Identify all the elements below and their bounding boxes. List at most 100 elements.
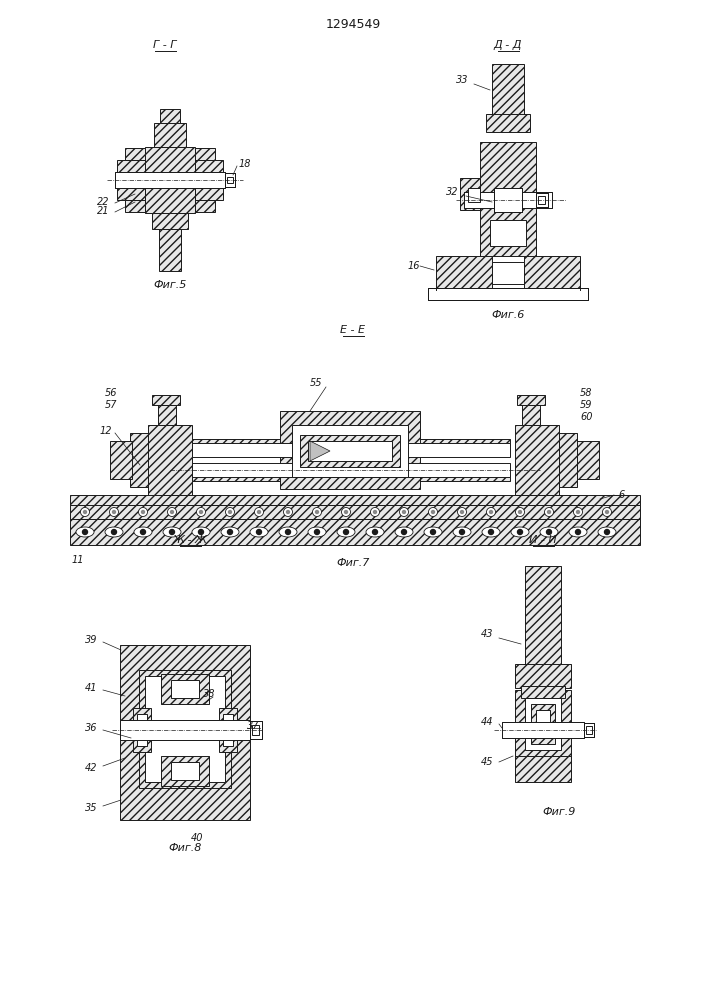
Bar [460,178,480,210]
Circle shape [141,530,146,534]
Bar [120,720,250,740]
Bar [195,160,223,200]
Circle shape [257,530,262,534]
Circle shape [315,510,318,514]
Text: 44: 44 [481,717,493,727]
Text: 11: 11 [72,555,85,565]
Circle shape [344,510,348,514]
Circle shape [515,508,525,516]
Bar [115,172,225,188]
Bar [584,723,594,737]
Circle shape [402,510,406,514]
Bar [171,762,199,780]
Text: 38: 38 [203,689,216,699]
Bar [536,193,548,207]
Ellipse shape [424,527,442,537]
Bar [250,721,262,739]
Circle shape [486,508,496,516]
Bar [158,405,176,425]
Bar [171,680,199,698]
Text: 33: 33 [456,75,469,85]
Bar [525,566,561,666]
Text: 1294549: 1294549 [325,17,380,30]
Bar [464,192,552,208]
Circle shape [83,510,86,514]
Ellipse shape [511,527,529,537]
Circle shape [402,530,407,534]
Bar [492,64,524,118]
Circle shape [139,508,148,516]
Bar [468,188,480,202]
Bar [521,686,565,698]
Bar [161,674,209,704]
Text: 42: 42 [85,763,98,773]
Circle shape [428,508,438,516]
Text: 6: 6 [618,490,624,500]
Bar [524,256,580,290]
Circle shape [312,508,322,516]
Circle shape [170,510,173,514]
Text: Фиг.5: Фиг.5 [153,280,187,290]
Text: 41: 41 [85,683,98,693]
Circle shape [286,530,291,534]
Circle shape [518,530,522,534]
Bar [308,441,392,461]
Text: Фиг.6: Фиг.6 [491,310,525,320]
Bar [120,720,250,740]
Bar [502,722,584,738]
Circle shape [228,510,231,514]
Bar [515,425,559,495]
Bar [436,256,492,290]
Bar [192,439,510,445]
Text: Г - Г: Г - Г [153,40,177,50]
Text: 18: 18 [239,159,252,169]
Text: 43: 43 [481,629,493,639]
Circle shape [112,510,115,514]
Text: 57: 57 [105,400,117,410]
Bar [192,443,510,457]
Bar [486,114,530,132]
Bar [250,721,262,739]
Bar [252,725,259,735]
Bar [152,213,188,229]
Circle shape [341,508,351,516]
Ellipse shape [453,527,471,537]
Text: 55: 55 [310,378,322,388]
Circle shape [605,510,609,514]
Text: 37: 37 [247,721,259,731]
Bar [525,698,561,750]
Ellipse shape [308,527,326,537]
Bar [577,441,599,479]
Bar [515,756,571,782]
Text: 22: 22 [97,197,110,207]
Circle shape [344,530,349,534]
Text: 40: 40 [191,833,204,843]
Ellipse shape [192,527,210,537]
Bar [559,433,577,487]
Bar [225,173,235,187]
Circle shape [284,508,293,516]
Ellipse shape [221,527,239,537]
Bar [536,193,548,207]
Circle shape [431,530,436,534]
Text: 12: 12 [100,426,112,436]
Circle shape [170,530,175,534]
Bar [125,200,145,212]
Bar [225,173,235,187]
Bar [494,188,522,212]
Circle shape [199,530,204,534]
Circle shape [489,510,493,514]
Bar [115,172,225,188]
Bar [70,495,640,505]
Bar [110,441,132,479]
Bar [517,395,545,405]
Bar [515,690,571,758]
Circle shape [81,508,90,516]
Bar [480,206,536,256]
Ellipse shape [569,527,587,537]
Circle shape [547,530,551,534]
Circle shape [255,508,264,516]
Bar [161,756,209,786]
Bar [586,726,592,734]
Circle shape [197,508,206,516]
